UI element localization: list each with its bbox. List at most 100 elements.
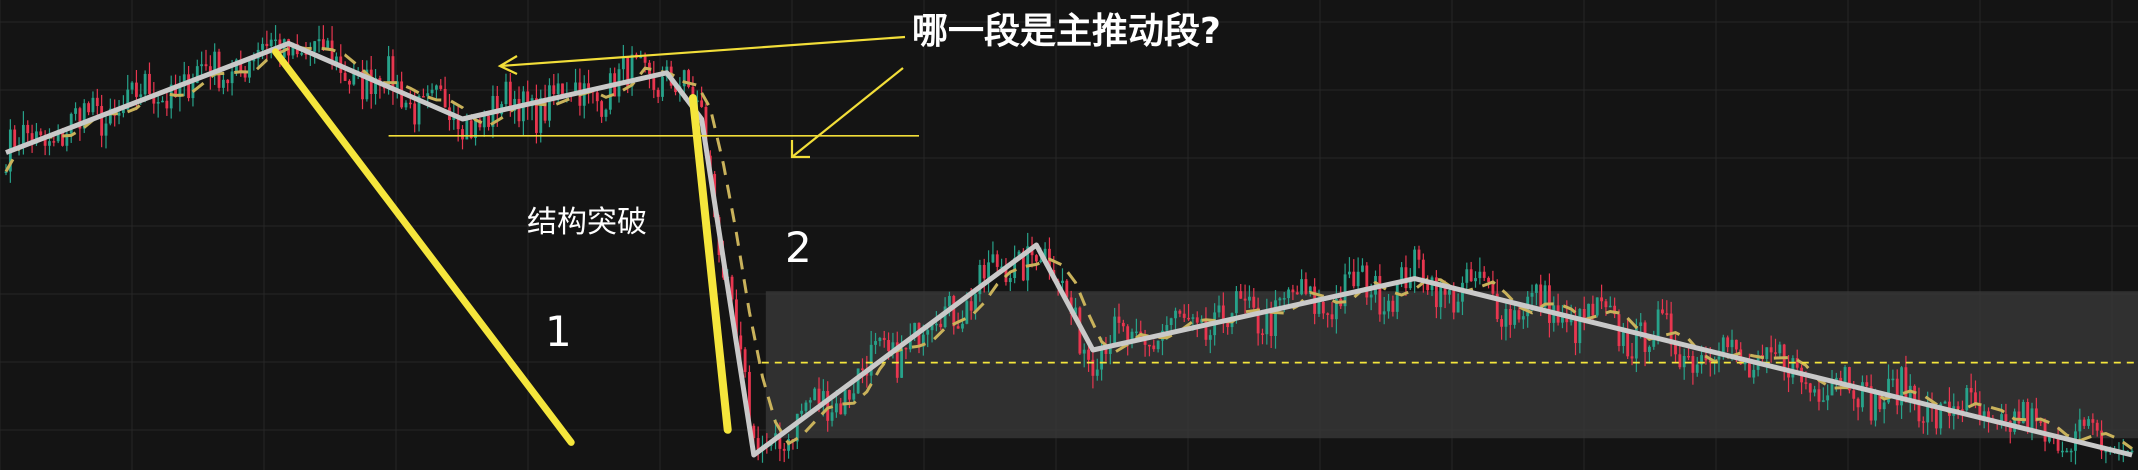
candle	[2034, 397, 2038, 431]
candle-body	[1678, 354, 1682, 368]
candle	[148, 62, 151, 97]
candle-body	[1174, 310, 1177, 319]
candle-body	[1017, 251, 1021, 258]
candle	[630, 46, 634, 96]
candle	[1491, 270, 1495, 298]
candle-body	[117, 113, 121, 116]
candle-body	[1091, 359, 1095, 376]
candle	[2061, 441, 2064, 458]
candle-body	[930, 324, 934, 331]
candle-body	[1304, 279, 1308, 294]
candle	[535, 84, 538, 144]
candle-body	[30, 133, 34, 144]
candle-body	[421, 96, 425, 98]
candle-body	[1308, 286, 1312, 294]
candle-body	[1856, 398, 1860, 408]
candle-body	[948, 296, 951, 307]
candle	[1061, 268, 1064, 293]
candle-body	[1095, 369, 1099, 376]
candle	[1500, 315, 1504, 340]
candle-body	[317, 39, 321, 42]
candle	[1343, 263, 1347, 314]
candle	[1543, 280, 1547, 314]
candle	[639, 50, 643, 59]
candle	[821, 379, 825, 417]
candle-body	[1795, 358, 1799, 368]
candle-body	[48, 141, 51, 146]
candle-body	[143, 73, 147, 95]
candle-body	[221, 79, 225, 88]
candle-body	[1326, 313, 1330, 315]
candle	[74, 102, 77, 121]
candle	[856, 368, 860, 394]
candle-body	[956, 326, 960, 329]
candle	[348, 79, 351, 94]
candle-body	[1626, 331, 1630, 357]
candle	[782, 442, 786, 463]
candle-body	[121, 109, 125, 114]
candle	[1691, 350, 1695, 385]
candle-body	[1895, 378, 1899, 406]
candle	[1469, 261, 1473, 282]
candle-body	[1656, 309, 1660, 337]
candle-body	[887, 339, 890, 352]
candle	[26, 120, 30, 142]
candle	[1900, 366, 1903, 419]
candle	[1417, 245, 1421, 269]
candle	[2082, 417, 2086, 429]
arrow-line-1	[499, 35, 906, 68]
candle	[1969, 373, 1973, 407]
candle-body	[1065, 280, 1069, 298]
candle-body	[1482, 271, 1486, 278]
candle	[1652, 330, 1656, 350]
candle-body	[2065, 450, 2069, 453]
candle-body	[939, 323, 943, 328]
candle	[1421, 253, 1425, 293]
candle-body	[2104, 450, 2108, 453]
candle-body	[1834, 377, 1838, 381]
candle	[1330, 301, 1334, 328]
candle-body	[852, 393, 856, 400]
candle-body	[600, 101, 604, 117]
candle-body	[934, 323, 938, 326]
candle	[1904, 355, 1908, 403]
candle-body	[1182, 313, 1186, 318]
candle-body	[1869, 386, 1873, 421]
candle-body	[1287, 289, 1290, 299]
candle-body	[395, 81, 399, 91]
candle	[600, 99, 604, 123]
candle-body	[126, 89, 130, 110]
candle	[1661, 299, 1664, 315]
candle-body	[826, 391, 830, 421]
candle-body	[1882, 402, 1886, 410]
candle-body	[643, 56, 647, 63]
candle	[1695, 356, 1699, 377]
candle-body	[1700, 355, 1703, 365]
candle	[1965, 384, 1969, 412]
candle	[443, 76, 447, 108]
candle	[1361, 258, 1364, 273]
candle	[839, 397, 843, 415]
candle-body	[1152, 345, 1156, 350]
candle-body	[1987, 411, 1990, 419]
candle	[1187, 303, 1190, 321]
candle	[1752, 364, 1756, 384]
candle-body	[2100, 430, 2103, 451]
candle	[991, 241, 995, 264]
candle-body	[1456, 301, 1460, 313]
candle-body	[387, 56, 391, 89]
candle-body	[300, 53, 304, 55]
candle	[1600, 284, 1603, 310]
candle	[200, 51, 204, 76]
candle-body	[908, 337, 912, 350]
candle-body	[1669, 313, 1673, 345]
candle-body	[1243, 298, 1247, 301]
candle-body	[26, 124, 30, 134]
candle-body	[487, 115, 490, 127]
candle-body	[1365, 265, 1369, 298]
candle-body	[969, 301, 973, 311]
candle-body	[1434, 277, 1438, 308]
candle	[1395, 280, 1399, 320]
candle	[430, 83, 434, 97]
